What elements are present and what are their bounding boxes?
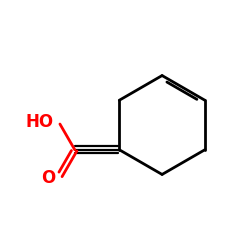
Text: O: O [41,169,55,187]
Text: HO: HO [26,112,54,130]
